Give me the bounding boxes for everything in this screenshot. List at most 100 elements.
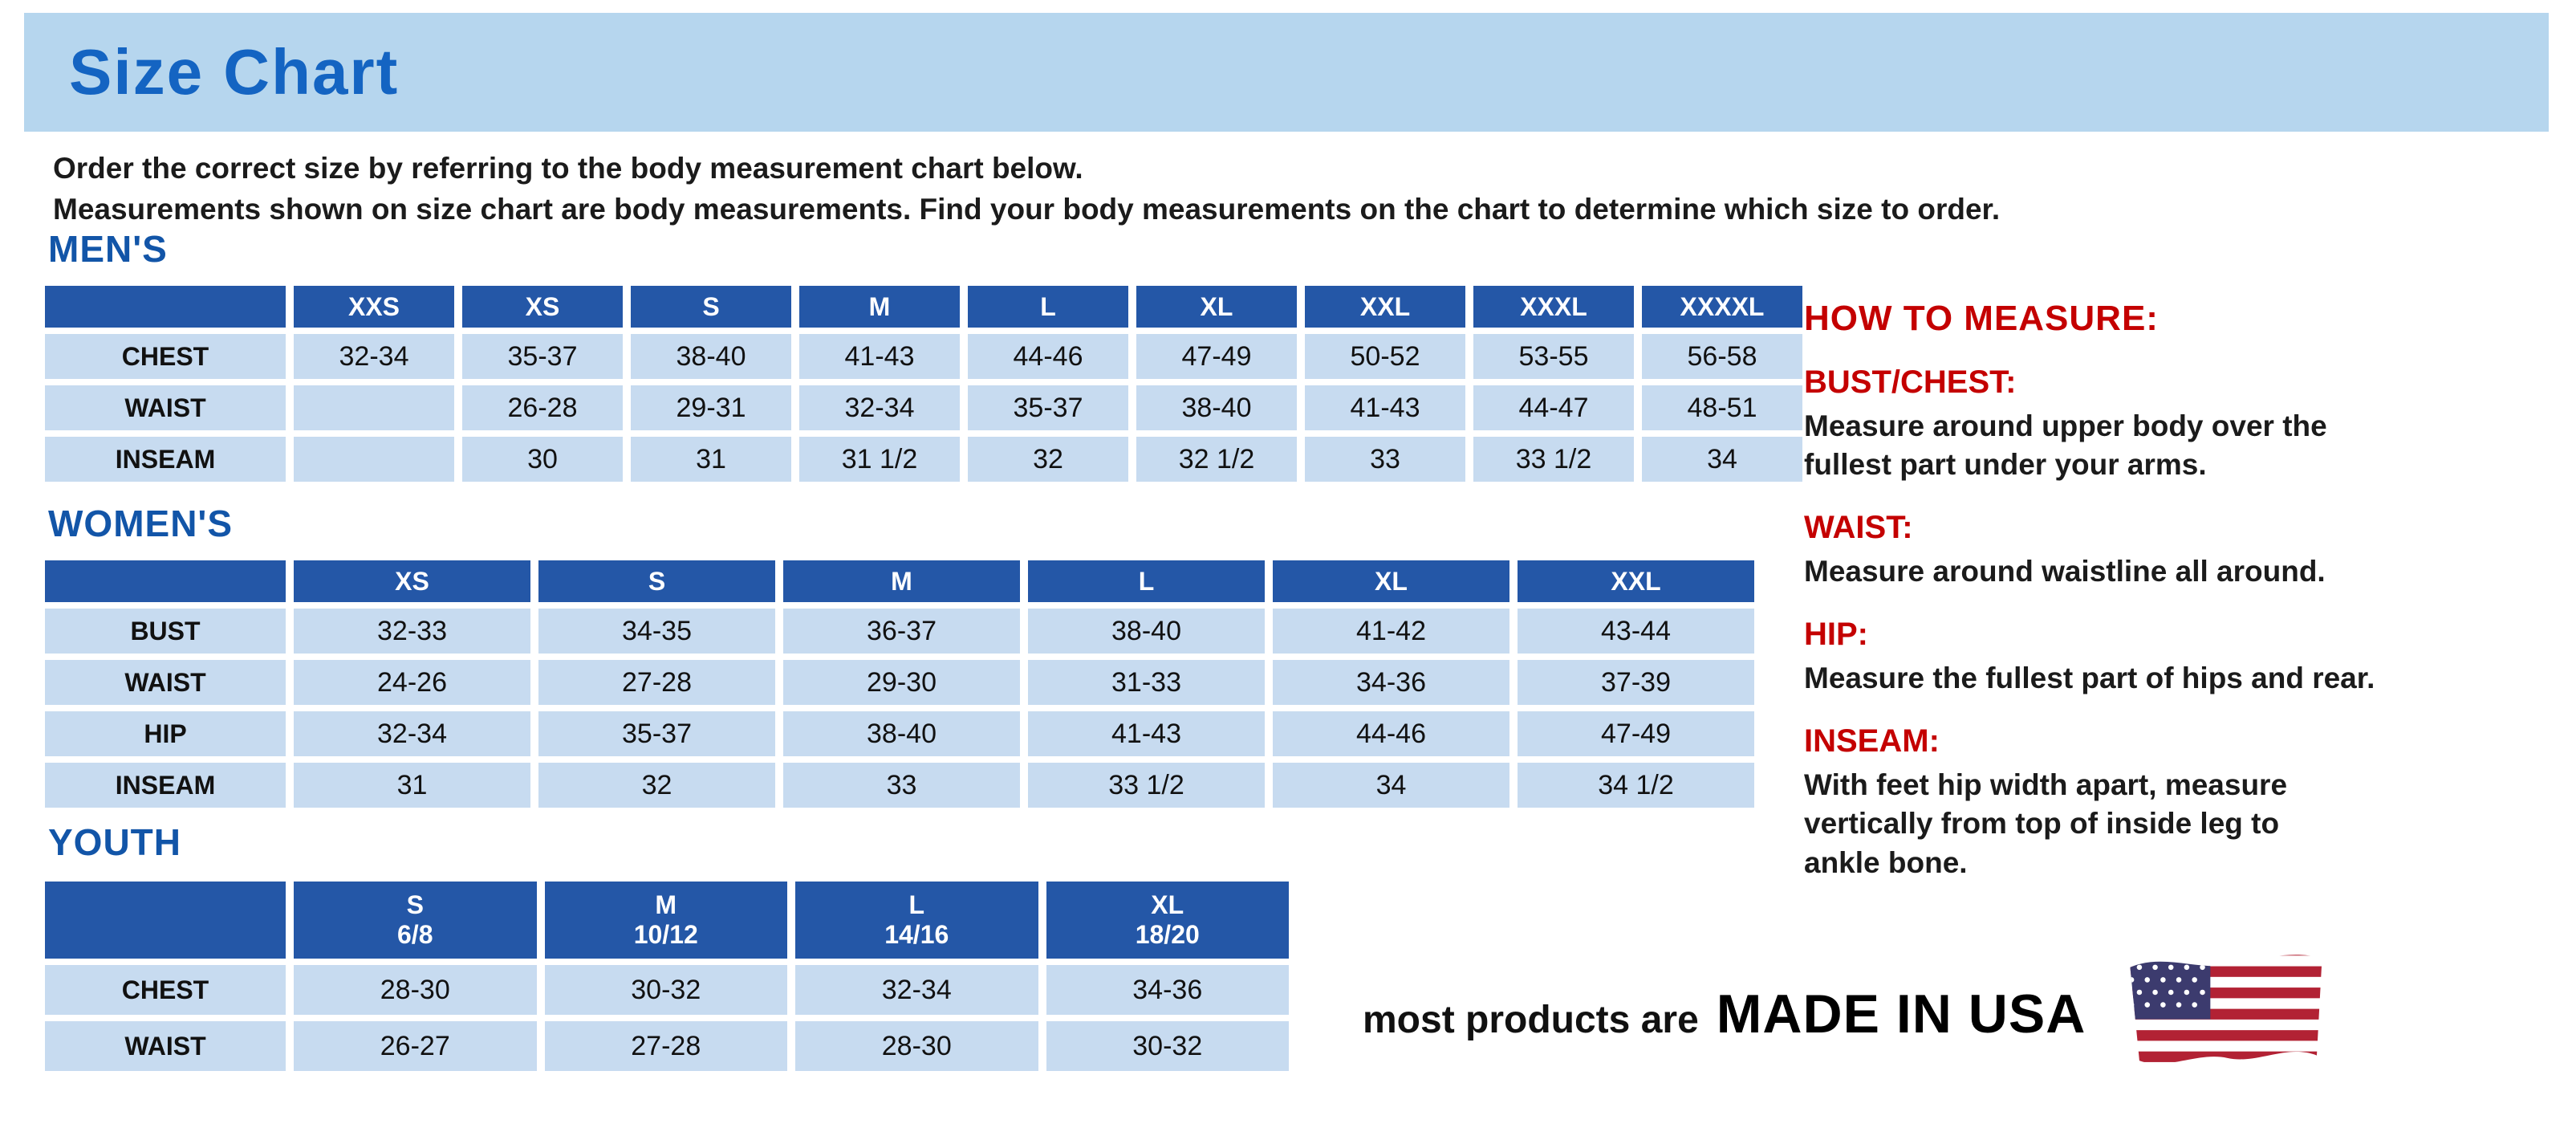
size-cell: 41-43 [1305,385,1465,430]
made-in-usa-line: most products are MADE IN USA [1363,938,2331,1090]
size-column-header: XL 18/20 [1046,882,1289,959]
size-cell: 29-30 [783,660,1020,705]
measurement-row-label: INSEAM [45,763,286,808]
size-column-header: L [968,286,1128,328]
size-cell: 28-30 [294,965,537,1015]
size-cell: 35-37 [462,334,623,379]
measurement-row-label: CHEST [45,334,286,379]
size-cell: 31 1/2 [799,437,960,482]
table-row: INSEAM 31 32 33 33 1/2 34 34 1/2 [45,763,1754,808]
size-column-header: M [783,560,1020,602]
size-column-header: XL [1273,560,1509,602]
size-column-header: M [799,286,960,328]
size-cell: 33 [1305,437,1465,482]
size-cell: 35-37 [538,711,775,756]
size-cell: 32-33 [294,609,530,654]
size-cell: 30-32 [544,965,787,1015]
measure-term: WAIST: [1804,510,1913,546]
size-cell: 34-36 [1273,660,1509,705]
measurement-row-label: WAIST [45,1021,286,1071]
measurement-row-label: WAIST [45,660,286,705]
size-column-header: XS [462,286,623,328]
size-cell: 38-40 [783,711,1020,756]
size-cell: 47-49 [1136,334,1297,379]
table-row: HIP 32-34 35-37 38-40 41-43 44-46 47-49 [45,711,1754,756]
corner-cell [45,286,286,328]
measure-description: With feet hip width apart, measure verti… [1804,768,2288,879]
measure-description: Measure around upper body over the fulle… [1804,409,2327,482]
size-cell: 24-26 [294,660,530,705]
size-cell: 34-35 [538,609,775,654]
size-cell: 43-44 [1518,609,1754,654]
size-column-header: L 14/16 [795,882,1038,959]
measurement-row-label: BUST [45,609,286,654]
intro-line-2: Measurements shown on size chart are bod… [53,193,2001,226]
size-cell: 31 [294,763,530,808]
size-column-header: XS [294,560,530,602]
size-cell: 37-39 [1518,660,1754,705]
size-cell: 29-31 [631,385,791,430]
size-cell: 33 1/2 [1028,763,1265,808]
size-cell: 32-34 [294,334,454,379]
measure-term: HIP: [1804,617,1868,653]
size-cell: 30 [462,437,623,482]
section-title-womens: WOMEN'S [48,503,234,544]
table-row: WAIST 26-28 29-31 32-34 35-37 38-40 41-43 44-47… [45,385,1802,430]
table-row: INSEAM 30 31 31 1/2 32 32 1/2 33 33 1/2 34 [45,437,1802,482]
size-column-header: XL [1136,286,1297,328]
size-cell: 27-28 [544,1021,787,1071]
size-cell: 38-40 [1028,609,1265,654]
measurement-row-label: INSEAM [45,437,286,482]
size-cell: 44-46 [968,334,1128,379]
size-cell: 34 [1273,763,1509,808]
size-cell: 28-30 [795,1021,1038,1071]
womens-size-table: XS S M L XL XXL BUST 32-33 34-35 36-37 38-40 41-42 4… [37,554,1762,814]
size-cell: 53-55 [1473,334,1634,379]
measure-term: BUST/CHEST: [1804,364,2017,400]
size-cell: 35-37 [968,385,1128,430]
size-column-header: XXXL [1473,286,1634,328]
youth-size-table: S 6/8 M 10/12 L 14/16 XL 18/20 CHEST 28-30 30-… [37,875,1297,1077]
size-cell: 38-40 [631,334,791,379]
table-row: BUST 32-33 34-35 36-37 38-40 41-42 43-44 [45,609,1754,654]
made-in-emphasis: MADE IN USA [1716,983,2086,1044]
measure-description: Measure around waistline all around. [1804,555,2326,588]
size-column-header: L [1028,560,1265,602]
how-to-measure-panel: HOW TO MEASURE: BUST/CHEST: Measure aroun… [1804,299,2550,882]
measure-term: INSEAM: [1804,723,1940,759]
measurement-row-label: HIP [45,711,286,756]
size-cell: 26-27 [294,1021,537,1071]
page-title: Size Chart [69,36,400,108]
table-row: WAIST 24-26 27-28 29-30 31-33 34-36 37-39 [45,660,1754,705]
size-column-header: S [631,286,791,328]
size-column-header: M 10/12 [544,882,787,959]
table-row: CHEST 28-30 30-32 32-34 34-36 [45,965,1289,1015]
size-cell: 27-28 [538,660,775,705]
size-cell: 41-42 [1273,609,1509,654]
table-row: WAIST 26-27 27-28 28-30 30-32 [45,1021,1289,1071]
size-cell: 34-36 [1046,965,1289,1015]
measurement-row-label: WAIST [45,385,286,430]
size-cell: 44-47 [1473,385,1634,430]
size-cell: 34 [1642,437,1802,482]
table-row: CHEST 32-34 35-37 38-40 41-43 44-46 47-49 50-52… [45,334,1802,379]
size-cell: 32 [968,437,1128,482]
size-cell: 47-49 [1518,711,1754,756]
how-to-measure-list: BUST/CHEST: Measure around upper body ove… [1804,364,2550,882]
size-cell: 31-33 [1028,660,1265,705]
size-column-header: XXL [1518,560,1754,602]
size-cell: 32-34 [795,965,1038,1015]
corner-cell [45,882,286,959]
size-cell [294,437,454,482]
us-flag-icon [2130,955,2322,1065]
size-cell: 32 [538,763,775,808]
size-cell: 32-34 [799,385,960,430]
size-column-header: S 6/8 [294,882,537,959]
size-cell: 56-58 [1642,334,1802,379]
size-cell: 33 1/2 [1473,437,1634,482]
size-column-header: XXS [294,286,454,328]
size-cell [294,385,454,430]
size-cell: 32-34 [294,711,530,756]
how-to-measure-title: HOW TO MEASURE: [1804,299,2159,338]
